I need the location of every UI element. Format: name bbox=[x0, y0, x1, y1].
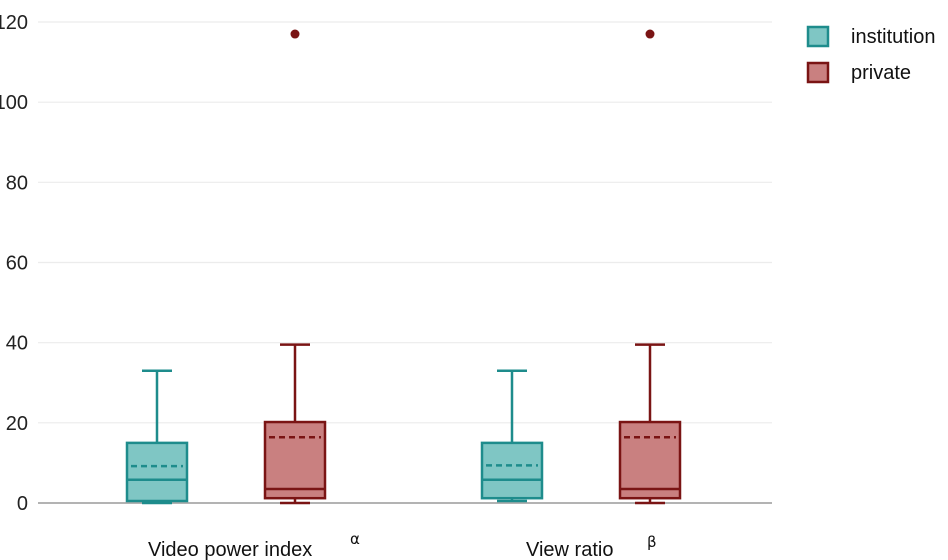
legend-item-private: private bbox=[806, 61, 911, 84]
legend: institution private bbox=[806, 25, 936, 84]
box-iqr bbox=[480, 441, 544, 500]
y-tick-label: 80 bbox=[6, 172, 28, 194]
box-institution-0 bbox=[125, 369, 189, 505]
y-tick-label: 100 bbox=[0, 92, 28, 114]
legend-swatch bbox=[806, 61, 830, 84]
x-axis-labels: Video power index α View ratio β bbox=[148, 530, 657, 560]
y-tick-label: 40 bbox=[6, 333, 28, 355]
box-iqr bbox=[263, 420, 327, 500]
plot-area bbox=[125, 29, 682, 505]
box-iqr bbox=[125, 441, 189, 503]
x-category-superscript: α bbox=[350, 530, 360, 548]
y-tick-label: 60 bbox=[6, 253, 28, 275]
y-tick-label: 0 bbox=[17, 493, 28, 515]
legend-item-institution: institution bbox=[806, 25, 936, 48]
x-category-superscript: β bbox=[647, 533, 657, 551]
grid-lines bbox=[38, 21, 772, 424]
outlier-point bbox=[290, 29, 300, 39]
y-tick-label: 120 bbox=[0, 12, 28, 34]
box-private-1 bbox=[618, 29, 682, 505]
legend-label: private bbox=[851, 62, 911, 84]
box-institution-1 bbox=[480, 369, 544, 503]
x-category-label: View ratio bbox=[526, 539, 613, 560]
box-private-0 bbox=[263, 29, 327, 505]
y-tick-label: 20 bbox=[6, 413, 28, 435]
legend-swatch bbox=[806, 25, 830, 48]
legend-label: institution bbox=[851, 26, 936, 48]
outlier-point bbox=[645, 29, 655, 39]
box-iqr bbox=[618, 420, 682, 500]
x-category-label: Video power index bbox=[148, 539, 312, 560]
